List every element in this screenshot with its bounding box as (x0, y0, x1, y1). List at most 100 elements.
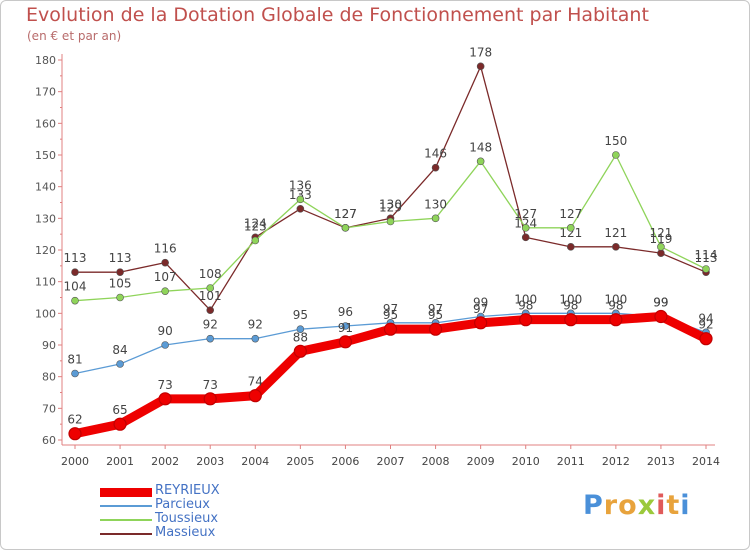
data-point-toussieux (341, 224, 350, 232)
data-label-reyrieux: 74 (248, 375, 263, 389)
x-tick-label: 2012 (602, 455, 630, 468)
y-tick-label: 140 (35, 181, 56, 194)
y-tick-label: 60 (42, 434, 56, 447)
data-point-parcieux (341, 322, 350, 330)
data-point-massieux (657, 249, 665, 257)
data-point-toussieux (476, 157, 485, 166)
data-point-reyrieux (564, 313, 578, 327)
data-label-parcieux: 94 (698, 311, 713, 325)
data-point-reyrieux (383, 322, 398, 336)
y-tick-label: 170 (35, 86, 56, 99)
data-label-massieux: 133 (289, 188, 312, 202)
data-point-reyrieux (68, 427, 82, 441)
data-label-massieux: 101 (199, 289, 222, 303)
data-point-massieux (206, 306, 215, 314)
legend: REYRIEUX Parcieux Toussieux Massieux (100, 483, 300, 541)
data-point-massieux (161, 258, 169, 267)
data-label-reyrieux: 65 (112, 403, 127, 417)
logo-letter: x (637, 490, 657, 521)
data-label-reyrieux: 62 (67, 413, 82, 427)
data-point-reyrieux (609, 313, 623, 327)
x-tick-label: 2013 (647, 455, 675, 468)
data-label-toussieux: 148 (469, 140, 492, 154)
y-tick-label: 120 (35, 244, 56, 257)
data-label-reyrieux: 91 (338, 321, 353, 335)
data-label-massieux: 116 (154, 242, 177, 256)
legend-item-toussieux: Toussieux (100, 511, 300, 527)
legend-item-parcieux: Parcieux (100, 497, 300, 513)
data-label-toussieux: 121 (649, 226, 672, 240)
data-point-reyrieux (158, 392, 172, 406)
legend-swatch-reyrieux (100, 488, 152, 497)
data-point-toussieux (566, 224, 575, 232)
x-tick-label: 2002 (151, 455, 179, 468)
x-tick-label: 2010 (512, 455, 540, 468)
logo-letter: i (680, 490, 691, 521)
data-point-massieux (612, 243, 620, 251)
data-point-toussieux (161, 287, 169, 295)
data-point-reyrieux (248, 389, 262, 403)
logo-letter: o (618, 490, 638, 521)
legend-label-parcieux: Parcieux (155, 497, 210, 512)
data-label-reyrieux: 73 (158, 378, 173, 392)
data-label-parcieux: 100 (559, 292, 582, 306)
data-label-massieux: 113 (109, 251, 132, 265)
data-label-massieux: 121 (559, 226, 582, 240)
data-point-toussieux (116, 293, 124, 302)
data-label-toussieux: 123 (244, 220, 267, 234)
data-point-parcieux (116, 360, 124, 368)
y-tick-label: 130 (35, 212, 56, 225)
data-point-reyrieux (474, 316, 488, 330)
data-point-reyrieux (654, 309, 668, 324)
data-label-massieux: 124 (244, 216, 267, 230)
data-point-massieux (116, 268, 124, 276)
data-point-reyrieux (338, 335, 353, 349)
data-point-reyrieux (699, 332, 713, 346)
data-label-reyrieux: 98 (563, 299, 578, 313)
data-label-reyrieux: 92 (698, 318, 713, 332)
x-tick-label: 2004 (241, 455, 269, 468)
data-label-reyrieux: 97 (473, 302, 488, 316)
data-label-massieux: 146 (424, 147, 447, 161)
legend-item-reyrieux: REYRIEUX (100, 483, 300, 499)
legend-swatch-massieux (100, 533, 152, 535)
data-label-parcieux: 81 (67, 353, 82, 367)
x-tick-label: 2011 (557, 455, 585, 468)
data-label-massieux: 113 (695, 251, 718, 265)
data-point-toussieux (657, 243, 665, 251)
y-tick-label: 110 (35, 276, 56, 289)
data-point-parcieux (206, 334, 215, 343)
logo-letter: i (656, 490, 667, 521)
x-tick-label: 2006 (331, 455, 359, 468)
data-point-reyrieux (203, 392, 217, 406)
data-label-toussieux: 136 (289, 178, 312, 192)
y-tick-label: 160 (35, 117, 56, 130)
data-label-toussieux: 114 (695, 248, 718, 262)
data-label-parcieux: 97 (428, 302, 443, 316)
data-point-reyrieux (293, 344, 307, 358)
data-label-parcieux: 99 (473, 296, 488, 310)
data-label-toussieux: 104 (64, 280, 87, 294)
data-label-reyrieux: 98 (518, 299, 533, 313)
y-tick-label: 70 (42, 402, 56, 415)
data-label-parcieux: 84 (112, 343, 127, 357)
data-label-parcieux: 95 (293, 308, 308, 322)
data-label-parcieux: 92 (203, 318, 218, 332)
chart-title: Evolution de la Dotation Globale de Fonc… (26, 4, 649, 26)
data-point-massieux (521, 233, 530, 242)
data-point-massieux (566, 243, 575, 251)
data-label-reyrieux: 95 (428, 308, 443, 322)
data-point-toussieux (296, 195, 305, 204)
data-label-reyrieux: 88 (293, 330, 308, 344)
x-tick-label: 2008 (422, 455, 450, 468)
legend-label-toussieux: Toussieux (155, 511, 219, 526)
data-label-massieux: 178 (469, 45, 492, 59)
x-tick-label: 2014 (692, 455, 720, 468)
data-label-toussieux: 127 (514, 207, 537, 221)
data-label-reyrieux: 73 (203, 378, 218, 392)
data-label-parcieux: 96 (338, 305, 353, 319)
data-point-toussieux (386, 217, 395, 226)
y-tick-label: 90 (42, 339, 56, 352)
data-point-parcieux (251, 334, 260, 343)
x-tick-label: 2005 (286, 455, 314, 468)
